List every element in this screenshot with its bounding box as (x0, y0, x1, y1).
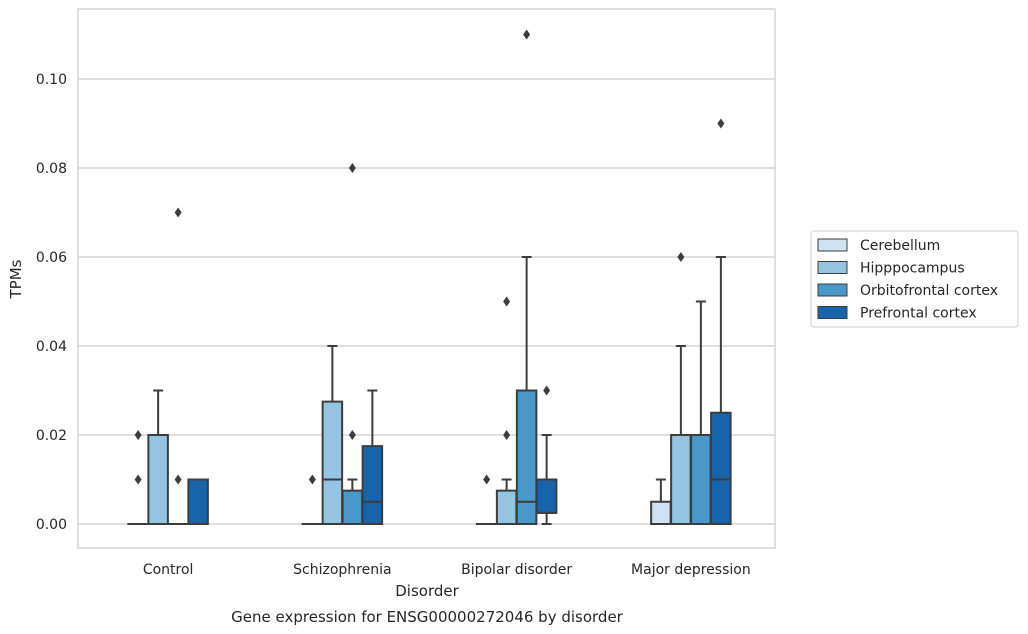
outlier-point (523, 29, 531, 40)
x-tick-label: Major depression (631, 562, 751, 578)
legend-swatch (817, 306, 848, 319)
outlier-point (483, 474, 491, 485)
outlier-point (677, 252, 685, 262)
box-rect (361, 445, 384, 525)
outlier-point (134, 474, 142, 485)
legend: Cerebellum Hipppocampus Orbitofrontal cort… (810, 230, 1019, 328)
outlier-point (717, 118, 725, 129)
box-rect (147, 434, 169, 525)
x-axis-label: Disorder (395, 582, 459, 600)
box-hipppocampus (670, 252, 692, 525)
outlier-point (348, 430, 356, 440)
outlier-point (543, 385, 551, 396)
outlier-point (348, 163, 356, 173)
legend-label: Cerebellum (860, 238, 940, 254)
y-tick-label: 0.00 (36, 517, 67, 533)
y-tick-label: 0.10 (36, 72, 67, 88)
legend-label: Hipppocampus (860, 261, 965, 277)
box-prefrontal-cortex (710, 118, 732, 525)
outlier-point (503, 296, 511, 307)
box-rect (187, 478, 209, 525)
box-prefrontal-cortex (535, 385, 558, 525)
box-prefrontal-cortex (361, 389, 384, 525)
outlier-point (174, 474, 182, 485)
box-orbitofrontal-cortex (690, 300, 712, 525)
legend-frame (810, 230, 1019, 328)
box-rect (515, 389, 538, 525)
box-series (127, 29, 732, 526)
legend-label: Orbitofrontal cortex (860, 283, 998, 299)
outlier-point (174, 207, 182, 218)
box-orbitofrontal-cortex (515, 29, 538, 525)
box-cerebellum (650, 478, 672, 525)
box-rect (321, 400, 344, 525)
legend-swatch (817, 261, 848, 274)
box-rect (535, 478, 558, 514)
box-prefrontal-cortex (187, 478, 209, 525)
y-tick-label: 0.08 (36, 161, 67, 177)
y-tick-label: 0.06 (36, 250, 67, 266)
outlier-point (134, 430, 142, 440)
box-rect (710, 411, 732, 525)
legend-swatch (817, 238, 848, 252)
box-rect (670, 434, 692, 525)
x-tick-labels: Control Schizophrenia Bipolar disorder Majo… (143, 562, 751, 578)
plot-frame (77, 8, 776, 549)
box-rect (495, 489, 518, 525)
y-tick-label: 0.02 (36, 428, 67, 444)
box-rect (650, 500, 672, 525)
legend-label: Prefrontal cortex (860, 306, 977, 322)
x-tick-label: Bipolar disorder (461, 562, 572, 578)
box-hipppocampus (321, 345, 344, 525)
outlier-point (308, 474, 316, 485)
chart-title: Gene expression for ENSG00000272046 by d… (231, 608, 624, 626)
box-rect (690, 434, 712, 525)
legend-swatch (817, 283, 848, 297)
y-tick-labels: 0.00 0.02 0.04 0.06 0.08 0.10 (36, 72, 67, 533)
x-tick-label: Schizophrenia (293, 562, 391, 578)
y-tick-label: 0.04 (36, 339, 67, 355)
y-axis-label: TPMs (7, 259, 25, 299)
box-rect (341, 489, 364, 525)
box-hipppocampus (147, 389, 169, 525)
x-tick-label: Control (143, 562, 194, 578)
outlier-point (503, 430, 511, 440)
